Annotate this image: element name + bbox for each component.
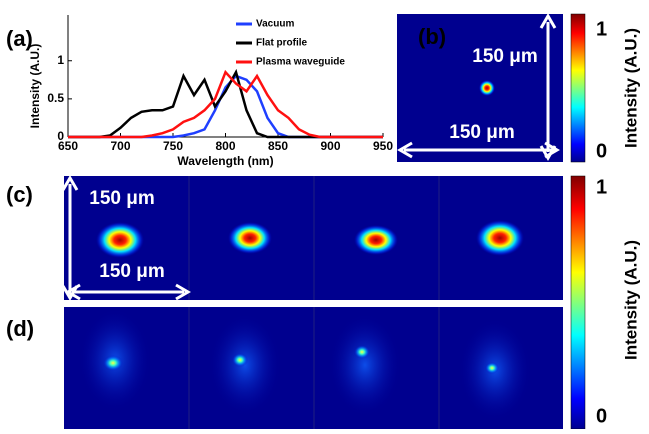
x-tick-label: 650	[58, 139, 78, 153]
panel-label: (d)	[6, 316, 34, 341]
panel-label: (b)	[418, 24, 446, 49]
legend-label: Flat profile	[256, 38, 308, 49]
scale-label: 150 μm	[472, 46, 538, 67]
colorbar	[571, 176, 585, 429]
y-tick-label: 0.5	[47, 91, 64, 105]
colorbar-tick: 0	[596, 405, 607, 427]
series-line	[68, 72, 383, 137]
series-line	[68, 76, 383, 137]
scale-label: 150 μm	[89, 188, 155, 209]
colorbar	[571, 14, 585, 162]
image-d	[64, 307, 563, 429]
panel-label: (c)	[6, 182, 33, 207]
x-tick-label: 900	[320, 139, 340, 153]
colorbar-label: Intensity (A.U.)	[621, 28, 640, 148]
series-line	[68, 72, 383, 137]
colorbar-label: Intensity (A.U.)	[621, 240, 640, 360]
colorbar-tick: 1	[596, 176, 607, 198]
y-tick-label: 1	[57, 53, 64, 67]
x-tick-label: 800	[215, 139, 235, 153]
scale-label: 150 μm	[449, 122, 515, 143]
x-axis-label: Wavelength (nm)	[177, 154, 273, 168]
colorbar-tick: 0	[596, 140, 607, 162]
colorbar-tick: 1	[596, 18, 607, 40]
y-axis-label: Intensity (A.U.)	[28, 44, 42, 129]
scale-label: 150 μm	[99, 261, 165, 282]
legend-label: Vacuum	[256, 19, 294, 30]
legend-label: Plasma waveguide	[256, 57, 345, 68]
x-tick-label: 750	[163, 139, 183, 153]
x-tick-label: 950	[373, 139, 393, 153]
x-tick-label: 700	[110, 139, 130, 153]
x-tick-label: 850	[268, 139, 288, 153]
figure: (a) 00.51650700750800850900950Wavelength…	[0, 0, 649, 429]
